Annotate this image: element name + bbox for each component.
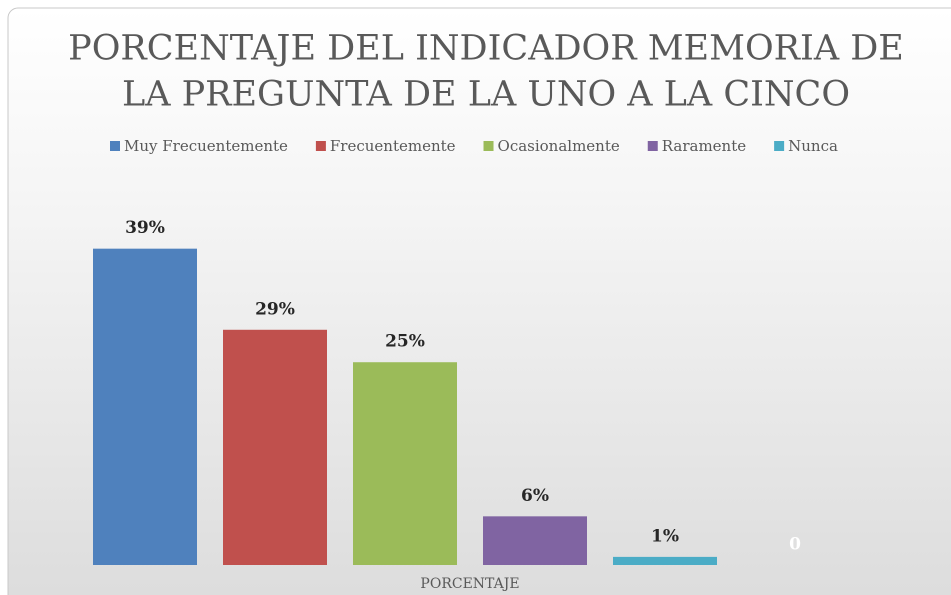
data-label: 29% xyxy=(255,299,295,319)
legend-label: Nunca xyxy=(788,137,838,155)
bar xyxy=(223,329,327,565)
bar xyxy=(613,556,717,565)
x-tick-label: PORCENTAJE xyxy=(420,576,519,592)
bar xyxy=(353,362,457,565)
legend-swatch xyxy=(483,141,494,151)
chart-title: LA PREGUNTA DE LA UNO A LA CINCO xyxy=(122,75,850,115)
legend-swatch xyxy=(110,141,120,151)
legend-swatch xyxy=(774,141,785,151)
data-label: 25% xyxy=(385,332,425,352)
data-label: 0 xyxy=(789,535,801,555)
legend-label: Muy Frecuentemente xyxy=(124,137,288,155)
bar xyxy=(483,516,587,565)
legend-label: Ocasionalmente xyxy=(498,137,620,155)
data-label: 39% xyxy=(125,218,165,238)
legend-label: Raramente xyxy=(662,137,746,155)
data-label: 6% xyxy=(521,486,549,506)
bar xyxy=(93,248,197,565)
legend-swatch xyxy=(647,141,658,151)
legend-swatch xyxy=(315,141,326,151)
legend-label: Frecuentemente xyxy=(330,137,456,155)
chart-title: PORCENTAJE DEL INDICADOR MEMORIA DE xyxy=(68,29,904,69)
data-label: 1% xyxy=(651,526,679,546)
